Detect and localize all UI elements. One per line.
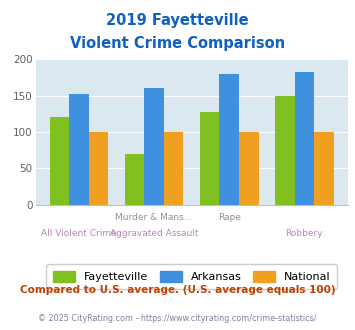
Text: Aggravated Assault: Aggravated Assault — [110, 229, 198, 238]
Text: Murder & Mans...: Murder & Mans... — [115, 213, 193, 222]
Text: Rape: Rape — [218, 213, 241, 222]
Bar — [295, 73, 314, 205]
Text: Compared to U.S. average. (U.S. average equals 100): Compared to U.S. average. (U.S. average … — [20, 285, 335, 295]
Bar — [275, 96, 295, 205]
Text: Robbery: Robbery — [285, 229, 323, 238]
Text: 2019 Fayetteville: 2019 Fayetteville — [106, 13, 249, 28]
Bar — [69, 93, 89, 205]
Bar — [164, 132, 184, 205]
Bar — [239, 132, 258, 205]
Bar — [89, 132, 108, 205]
Text: All Violent Crime: All Violent Crime — [41, 229, 117, 238]
Legend: Fayetteville, Arkansas, National: Fayetteville, Arkansas, National — [47, 264, 337, 289]
Text: Violent Crime Comparison: Violent Crime Comparison — [70, 36, 285, 51]
Bar — [50, 117, 69, 205]
Bar — [200, 112, 219, 205]
Bar — [144, 88, 164, 205]
Bar — [219, 74, 239, 205]
Bar — [314, 132, 334, 205]
Text: © 2025 CityRating.com - https://www.cityrating.com/crime-statistics/: © 2025 CityRating.com - https://www.city… — [38, 314, 317, 323]
Bar — [125, 154, 144, 205]
